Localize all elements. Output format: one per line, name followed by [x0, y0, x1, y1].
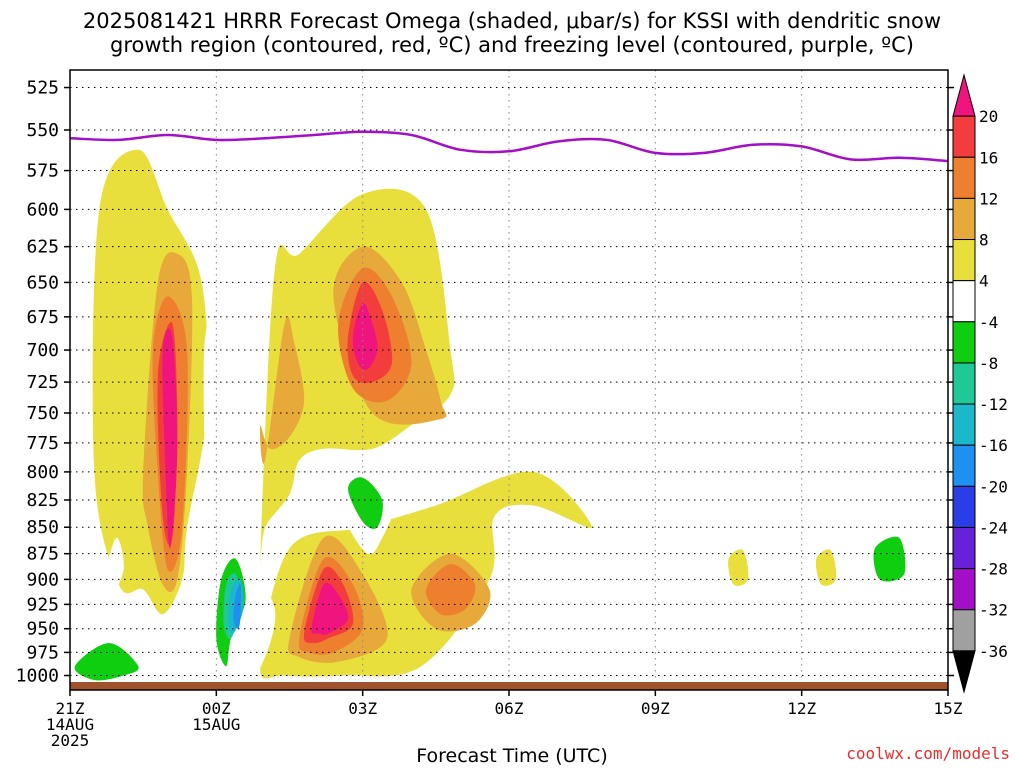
- colorbar-label-12: 12: [979, 189, 998, 208]
- omega-shading: [70, 70, 906, 683]
- colorbar-swatch-11: [952, 526, 976, 570]
- y-tick-label-725: 725: [26, 372, 59, 393]
- x-tick-label-1-0: 00Z: [202, 699, 231, 718]
- y-tick-label-1000: 1000: [16, 666, 59, 687]
- x-tick-label-4-0: 09Z: [641, 699, 670, 718]
- x-tick-label-6-0: 15Z: [934, 699, 963, 718]
- colorbar-label--20: -20: [979, 477, 1008, 496]
- omega-region-4: [162, 328, 178, 549]
- colorbar-label--28: -28: [979, 560, 1008, 579]
- colorbar-label--12: -12: [979, 395, 1008, 414]
- chart-title-line-1: 2025081421 HRRR Forecast Omega (shaded, …: [82, 9, 942, 33]
- y-tick-label-625: 625: [26, 237, 59, 258]
- y-tick-label-850: 850: [26, 517, 59, 538]
- y-tick-label-600: 600: [26, 199, 59, 220]
- colorbar-swatch-4: [952, 239, 976, 282]
- y-tick-label-650: 650: [26, 272, 59, 293]
- omega-region-24: [203, 316, 220, 492]
- omega-region-26: [406, 70, 422, 95]
- omega-region-35: [815, 549, 837, 586]
- colorbar-swatch-3: [952, 197, 976, 241]
- omega-region-30: [233, 583, 242, 629]
- omega-region-15: [311, 582, 349, 635]
- x-tick-label-0-0: 21Z: [56, 699, 85, 718]
- y-tick-label-525: 525: [26, 78, 59, 99]
- x-tick-label-3-0: 06Z: [495, 699, 524, 718]
- x-tick-label-5-0: 12Z: [787, 699, 816, 718]
- colorbar-swatch-10: [952, 485, 976, 528]
- y-tick-label-675: 675: [26, 307, 59, 328]
- colorbar-swatch-12: [952, 568, 976, 611]
- omega-region-34: [728, 549, 749, 586]
- omega-region-32: [348, 477, 383, 529]
- y-tick-label-700: 700: [26, 340, 59, 361]
- gridlines: [70, 70, 948, 690]
- omega-region-31: [74, 643, 139, 681]
- colorbar-swatch-8: [952, 403, 976, 446]
- omega-region-23: [142, 70, 178, 122]
- colorbar: 20 16 12 8 4 -4 -8 -12 -16 -20 -24 -28 -32 -36: [952, 73, 1008, 694]
- y-tick-label-950: 950: [26, 619, 59, 640]
- x-axis-label: Forecast Time (UTC): [416, 745, 608, 767]
- omega-region-22: [494, 335, 519, 396]
- colorbar-swatch-1: [952, 115, 976, 158]
- omega-region-11: [352, 303, 378, 371]
- freezing-level-line: [70, 130, 948, 163]
- y-tick-label-750: 750: [26, 403, 59, 424]
- colorbar-swatch-2: [952, 156, 976, 199]
- y-tick-label-550: 550: [26, 120, 59, 141]
- colorbar-swatch-0: [952, 73, 976, 117]
- y-tick-label-975: 975: [26, 642, 59, 663]
- y-axis-ticks: 525 550 575 600 625 650 675 700 725 750 775 800 825 8…: [16, 78, 954, 687]
- y-tick-label-775: 775: [26, 433, 59, 454]
- colorbar-swatch-14: [952, 650, 976, 694]
- x-tick-label-2-0: 03Z: [348, 699, 377, 718]
- colorbar-label--8: -8: [979, 354, 998, 373]
- x-tick-label-1-1: 15AUG: [192, 715, 240, 734]
- colorbar-swatch-13: [952, 609, 976, 652]
- colorbar-swatch-6: [952, 321, 976, 364]
- colorbar-label--32: -32: [979, 601, 1008, 620]
- colorbar-label--16: -16: [979, 436, 1008, 455]
- omega-region-17: [425, 563, 476, 616]
- colorbar-label-4: 4: [979, 272, 989, 291]
- omega-region-7: [260, 316, 305, 464]
- chart-title-line-2: growth region (contoured, red, ºC) and f…: [110, 33, 914, 57]
- colorbar-label--24: -24: [979, 518, 1008, 537]
- y-tick-label-575: 575: [26, 161, 59, 182]
- y-tick-label-825: 825: [26, 490, 59, 511]
- colorbar-label--36: -36: [979, 642, 1008, 661]
- y-tick-label-800: 800: [26, 462, 59, 483]
- y-tick-label-925: 925: [26, 594, 59, 615]
- omega-region-21: [482, 117, 510, 271]
- y-tick-label-875: 875: [26, 544, 59, 565]
- colorbar-swatch-9: [952, 444, 976, 487]
- omega-region-33: [873, 536, 906, 582]
- ground-strip: [70, 682, 948, 690]
- credit-link[interactable]: coolwx.com/models: [846, 744, 1010, 763]
- colorbar-label-8: 8: [979, 231, 989, 250]
- colorbar-label--4: -4: [979, 313, 998, 332]
- colorbar-label-16: 16: [979, 148, 998, 167]
- y-tick-label-900: 900: [26, 569, 59, 590]
- colorbar-label-20: 20: [979, 107, 998, 126]
- colorbar-swatch-7: [952, 362, 976, 405]
- x-tick-label-0-2: 2025: [51, 731, 90, 750]
- colorbar-swatch-5: [952, 280, 976, 323]
- x-tick-label-0-1: 14AUG: [46, 715, 94, 734]
